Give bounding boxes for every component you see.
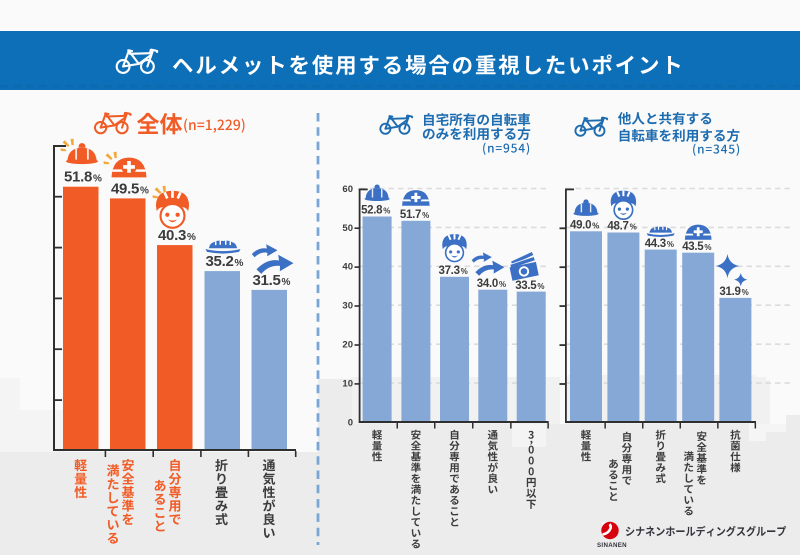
svg-text:35.2%: 35.2% [206, 253, 244, 270]
svg-text:51.7%: 51.7% [400, 209, 429, 221]
svg-text:50: 50 [342, 223, 353, 234]
svg-text:40.3%: 40.3% [158, 227, 196, 244]
svg-text:37.3%: 37.3% [438, 265, 467, 277]
svg-text:49.0%: 49.0% [570, 220, 599, 232]
svg-text:60: 60 [342, 184, 353, 195]
svg-text:52.8%: 52.8% [361, 205, 390, 217]
svg-text:40: 40 [342, 262, 353, 273]
svg-text:51.8%: 51.8% [64, 169, 102, 186]
svg-text:SINANEN: SINANEN [597, 542, 627, 549]
svg-text:34.0%: 34.0% [477, 278, 506, 290]
svg-text:10: 10 [342, 379, 353, 390]
svg-text:49.5%: 49.5% [111, 180, 149, 197]
svg-text:20: 20 [342, 340, 353, 351]
svg-text:44.3%: 44.3% [645, 238, 674, 250]
svg-text:30: 30 [342, 301, 353, 312]
svg-text:31.9%: 31.9% [719, 286, 748, 298]
svg-text:31.5%: 31.5% [253, 272, 291, 289]
svg-text:48.7%: 48.7% [607, 221, 636, 233]
svg-text:43.5%: 43.5% [682, 241, 711, 253]
svg-text:0: 0 [348, 417, 353, 428]
svg-text:33.5%: 33.5% [515, 280, 544, 292]
